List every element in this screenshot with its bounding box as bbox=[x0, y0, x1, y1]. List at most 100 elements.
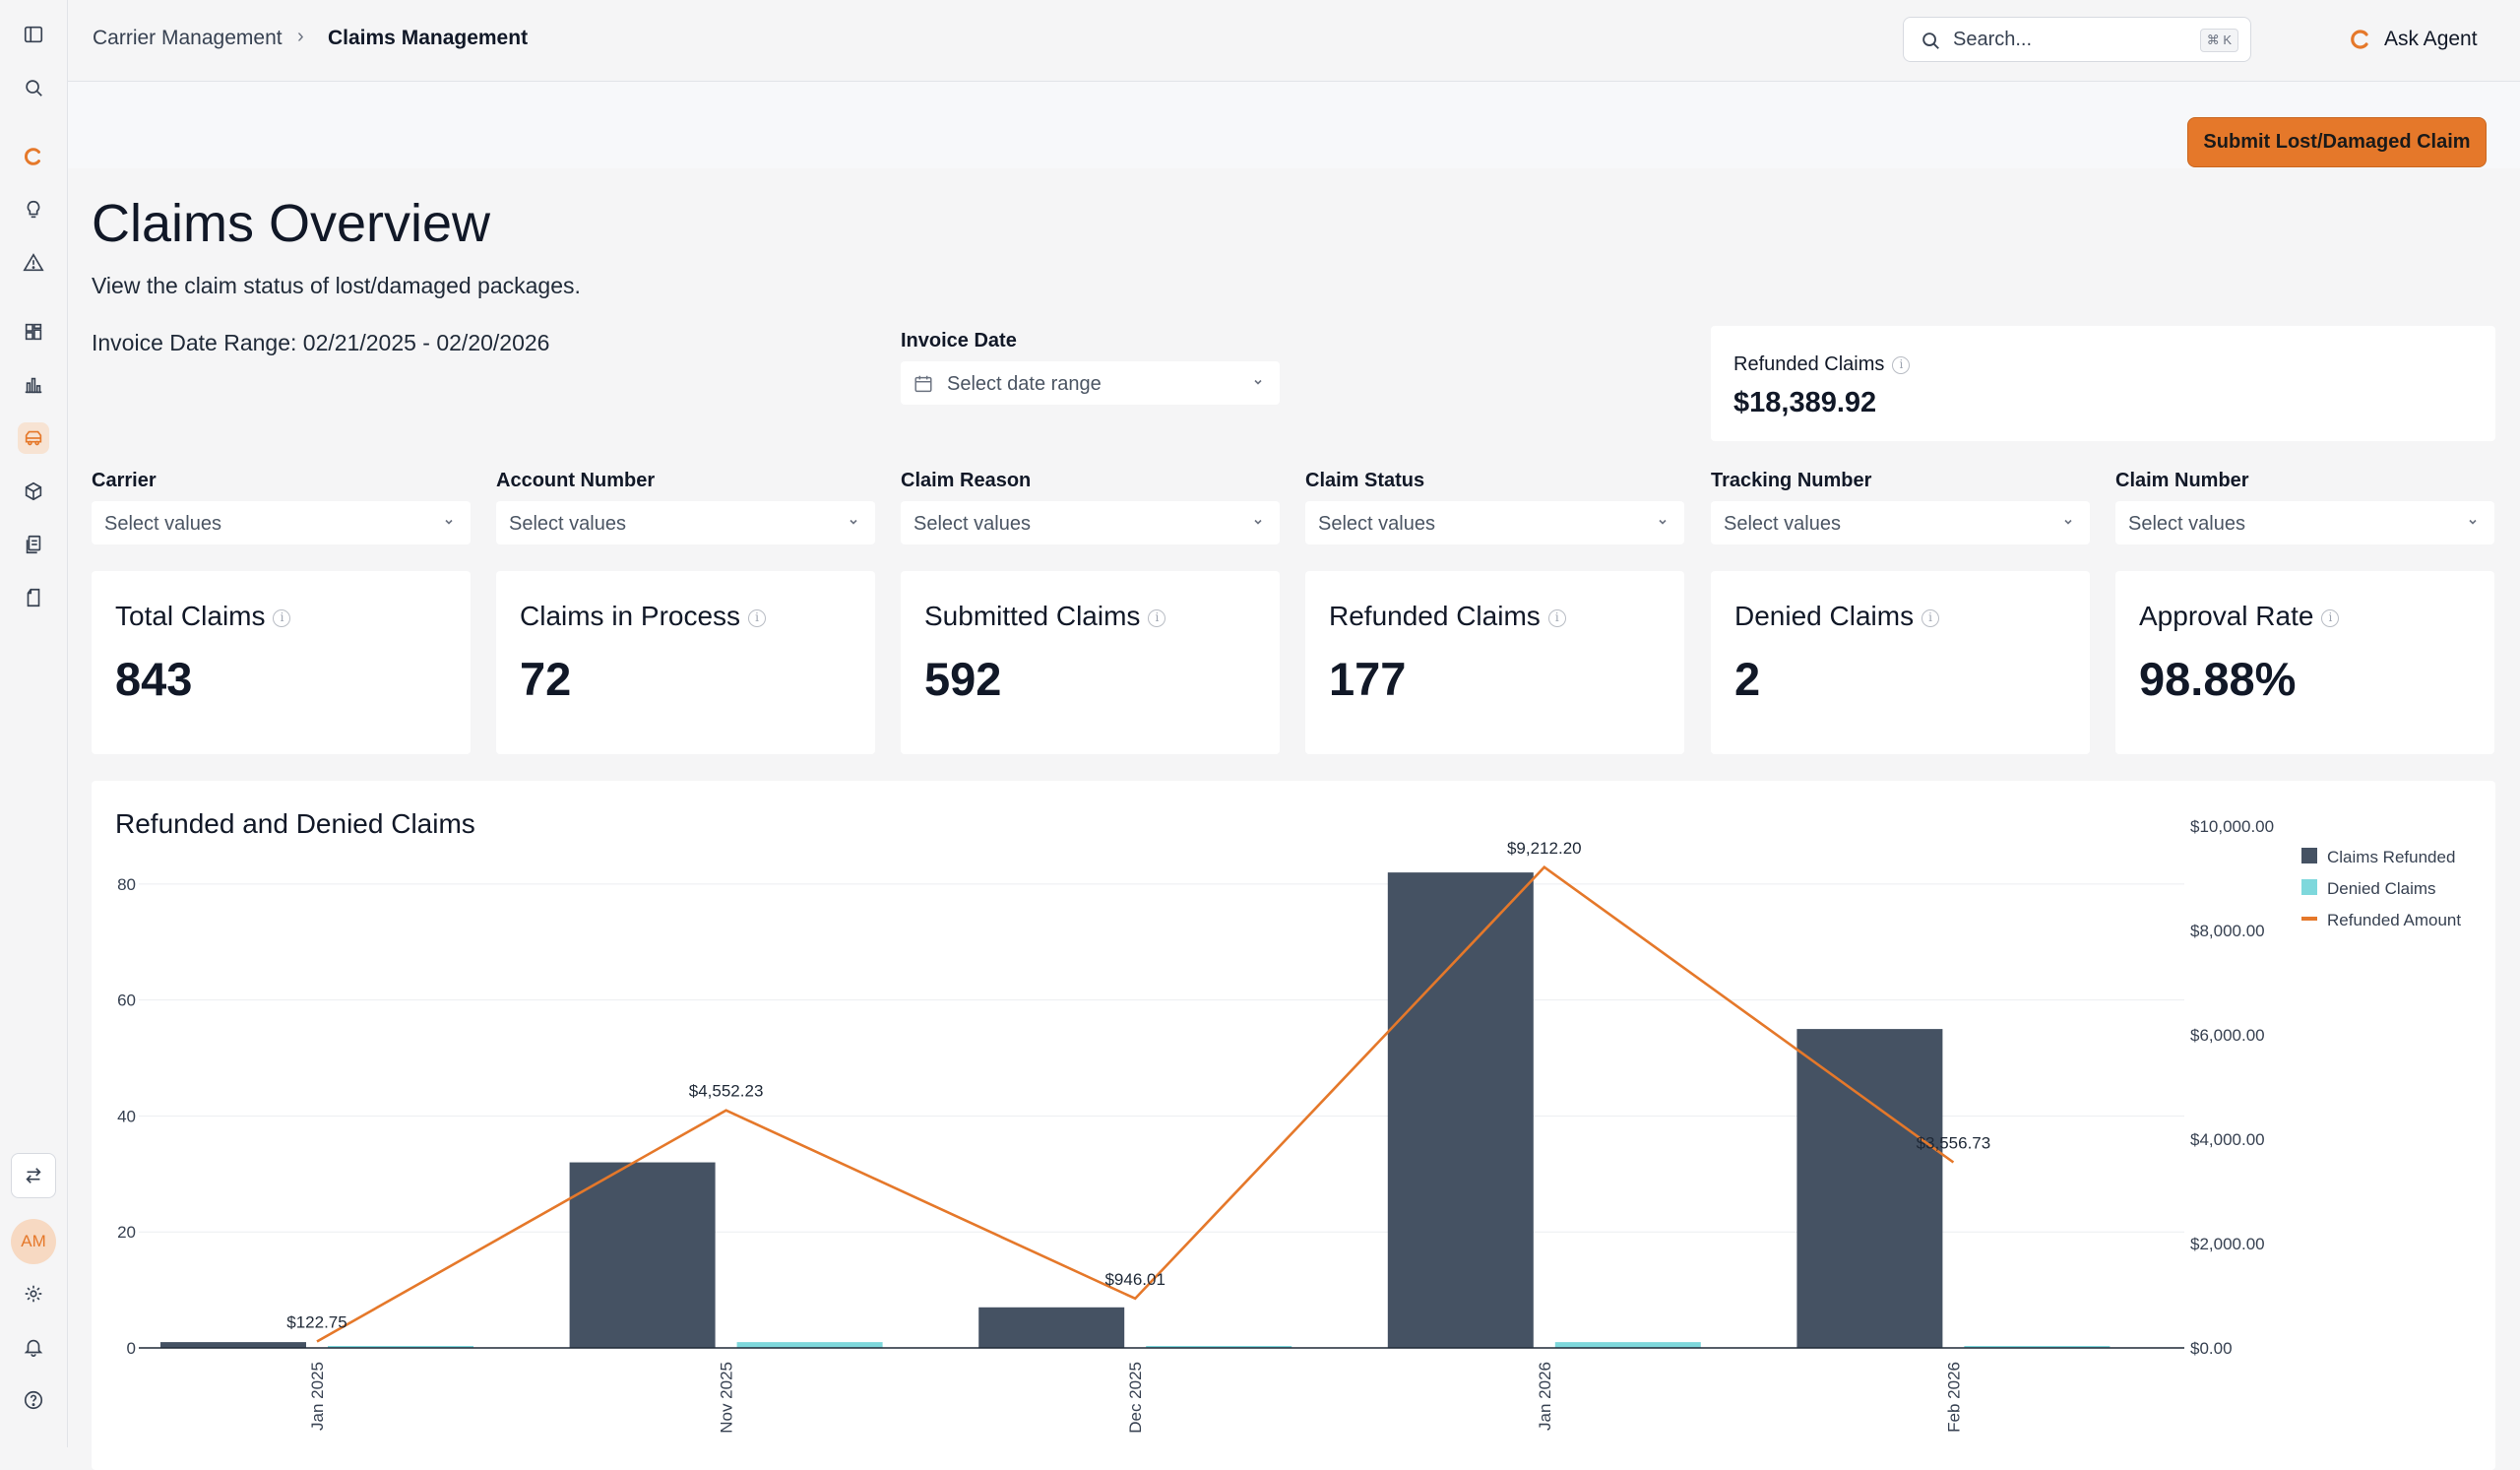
kpi-value: 2 bbox=[1734, 653, 1761, 705]
refund-summary-label: Refunded Claims bbox=[1733, 353, 1885, 375]
bar-denied-claims bbox=[1146, 1346, 1292, 1348]
info-icon[interactable]: i bbox=[1547, 608, 1566, 627]
info-icon[interactable]: i bbox=[273, 608, 291, 627]
global-search[interactable]: ⌘ K bbox=[1903, 17, 2251, 62]
invoice-date-range-text: Invoice Date Range: 02/21/2025 - 02/20/2… bbox=[92, 330, 550, 355]
y-right-tick-label: $6,000.00 bbox=[2190, 1026, 2265, 1045]
kpi-label: Submitted Claims bbox=[924, 601, 1141, 631]
filter-placeholder: Select values bbox=[1724, 513, 1841, 535]
filter-select-claim-number[interactable]: Select values bbox=[2115, 501, 2494, 544]
kpi-header: Total Claims i bbox=[115, 601, 291, 632]
data-label-refunded-amount: $9,212.20 bbox=[1507, 839, 1582, 858]
search-input[interactable] bbox=[1953, 28, 2170, 51]
bar-denied-claims bbox=[1554, 1342, 1701, 1348]
refunded-denied-chart: 0 20 40 60 80 $0.00 $2,000.00 $4,000.00 $6,000.0… bbox=[117, 817, 2461, 1434]
panel-toggle-icon[interactable] bbox=[18, 19, 49, 50]
info-icon[interactable]: i bbox=[1148, 608, 1166, 627]
truck-icon[interactable] bbox=[18, 422, 49, 454]
bar-claims-refunded bbox=[1387, 872, 1534, 1348]
alert-triangle-icon[interactable] bbox=[18, 247, 49, 279]
kpi-header: Claims in Process i bbox=[520, 601, 767, 632]
kpi-value: 177 bbox=[1329, 653, 1407, 705]
filter-label-claim-status: Claim Status bbox=[1305, 470, 1425, 491]
page-title: Claims Overview bbox=[92, 194, 491, 253]
filter-label-carrier: Carrier bbox=[92, 470, 157, 491]
filter-placeholder: Select values bbox=[2128, 513, 2245, 535]
refunded-denied-chart-card: Refunded and Denied Claims 0 20 40 60 80 $0.0… bbox=[92, 781, 2495, 1470]
x-tick-label: Jan 2025 bbox=[308, 1362, 327, 1431]
bar-denied-claims bbox=[1964, 1346, 2110, 1348]
data-label-refunded-amount: $4,552.23 bbox=[689, 1082, 764, 1101]
invoice-date-picker[interactable]: Select date range bbox=[901, 361, 1280, 405]
action-bar bbox=[68, 82, 2520, 168]
refund-summary-value: $18,389.92 bbox=[1733, 387, 1877, 418]
lightbulb-icon[interactable] bbox=[18, 194, 49, 225]
kpi-label: Total Claims bbox=[115, 601, 266, 631]
info-icon[interactable]: i bbox=[1922, 608, 1940, 627]
submit-claim-button[interactable]: Submit Lost/Damaged Claim bbox=[2187, 117, 2487, 167]
filter-select-claim-reason[interactable]: Select values bbox=[901, 501, 1280, 544]
refunded-claims-summary: Refunded Claims i $18,389.92 bbox=[1711, 326, 2495, 441]
kpi-card-claims-in-process: Claims in Process i 72 bbox=[496, 571, 875, 754]
legend-label-claims-refunded: Claims Refunded bbox=[2327, 848, 2455, 866]
info-icon[interactable]: i bbox=[2321, 608, 2340, 627]
brand-logo-icon[interactable] bbox=[18, 141, 49, 172]
kpi-header: Submitted Claims i bbox=[924, 601, 1166, 632]
breadcrumb-claims-management: Claims Management bbox=[328, 27, 529, 49]
legend-swatch-denied-claims bbox=[2301, 879, 2317, 895]
calendar-icon bbox=[914, 375, 932, 393]
refund-summary-header: Refunded Claims i bbox=[1733, 353, 1911, 376]
filter-placeholder: Select values bbox=[104, 513, 221, 535]
y-left-tick-label: 20 bbox=[117, 1223, 136, 1242]
kpi-header: Approval Rate i bbox=[2139, 601, 2340, 632]
info-icon[interactable]: i bbox=[748, 608, 767, 627]
avatar[interactable]: AM bbox=[11, 1219, 56, 1264]
kpi-value: 98.88% bbox=[2139, 653, 2297, 705]
filter-placeholder: Select values bbox=[914, 513, 1031, 535]
filter-label-tracking-number: Tracking Number bbox=[1711, 470, 1872, 491]
dashboard-icon[interactable] bbox=[18, 316, 49, 348]
swap-arrows-icon[interactable] bbox=[11, 1153, 56, 1198]
page-subtitle: View the claim status of lost/damaged pa… bbox=[92, 273, 581, 298]
bar-claims-refunded bbox=[978, 1307, 1125, 1348]
y-left-tick-label: 60 bbox=[117, 991, 136, 1010]
y-right-tick-label: $4,000.00 bbox=[2190, 1130, 2265, 1149]
gear-icon[interactable] bbox=[18, 1278, 49, 1310]
bar-chart-icon[interactable] bbox=[18, 369, 49, 401]
search-icon[interactable] bbox=[18, 72, 49, 103]
filter-select-account-number[interactable]: Select values bbox=[496, 501, 875, 544]
x-tick-label: Nov 2025 bbox=[718, 1362, 736, 1434]
chevron-right-icon: › bbox=[297, 26, 304, 47]
kpi-label: Denied Claims bbox=[1734, 601, 1915, 631]
legend-label-refunded-amount: Refunded Amount bbox=[2327, 911, 2461, 929]
kpi-header: Refunded Claims i bbox=[1329, 601, 1566, 632]
clipboard-icon[interactable] bbox=[18, 582, 49, 613]
help-icon[interactable] bbox=[18, 1384, 49, 1416]
y-left-tick-label: 80 bbox=[117, 875, 136, 894]
bar-claims-refunded bbox=[569, 1162, 716, 1348]
ask-agent-button[interactable]: Ask Agent bbox=[2349, 24, 2478, 55]
package-icon[interactable] bbox=[18, 476, 49, 507]
y-right-tick-label: $10,000.00 bbox=[2190, 817, 2274, 836]
legend-swatch-claims-refunded bbox=[2301, 848, 2317, 863]
info-icon[interactable]: i bbox=[1892, 355, 1911, 374]
kpi-label: Claims in Process bbox=[520, 601, 741, 631]
search-shortcut-badge: ⌘ K bbox=[2199, 29, 2238, 52]
kpi-label: Approval Rate bbox=[2139, 601, 2314, 631]
kpi-card-total-claims: Total Claims i 843 bbox=[92, 571, 471, 754]
filter-label-account-number: Account Number bbox=[496, 470, 656, 491]
breadcrumb-carrier-management[interactable]: Carrier Management bbox=[93, 27, 283, 49]
bar-claims-refunded bbox=[1796, 1029, 1943, 1348]
invoice-date-placeholder: Select date range bbox=[947, 373, 1102, 395]
bell-icon[interactable] bbox=[18, 1331, 49, 1363]
filter-select-tracking-number[interactable]: Select values bbox=[1711, 501, 2090, 544]
y-right-tick-label: $0.00 bbox=[2190, 1339, 2233, 1358]
filter-select-claim-status[interactable]: Select values bbox=[1305, 501, 1684, 544]
chevron-down-icon bbox=[2469, 519, 2477, 525]
kpi-label: Refunded Claims bbox=[1329, 601, 1541, 631]
filter-select-carrier[interactable]: Select values bbox=[92, 501, 471, 544]
documents-icon[interactable] bbox=[18, 529, 49, 560]
x-tick-label: Jan 2026 bbox=[1536, 1362, 1554, 1431]
kpi-header: Denied Claims i bbox=[1734, 601, 1940, 632]
ask-agent-label: Ask Agent bbox=[2384, 28, 2478, 50]
